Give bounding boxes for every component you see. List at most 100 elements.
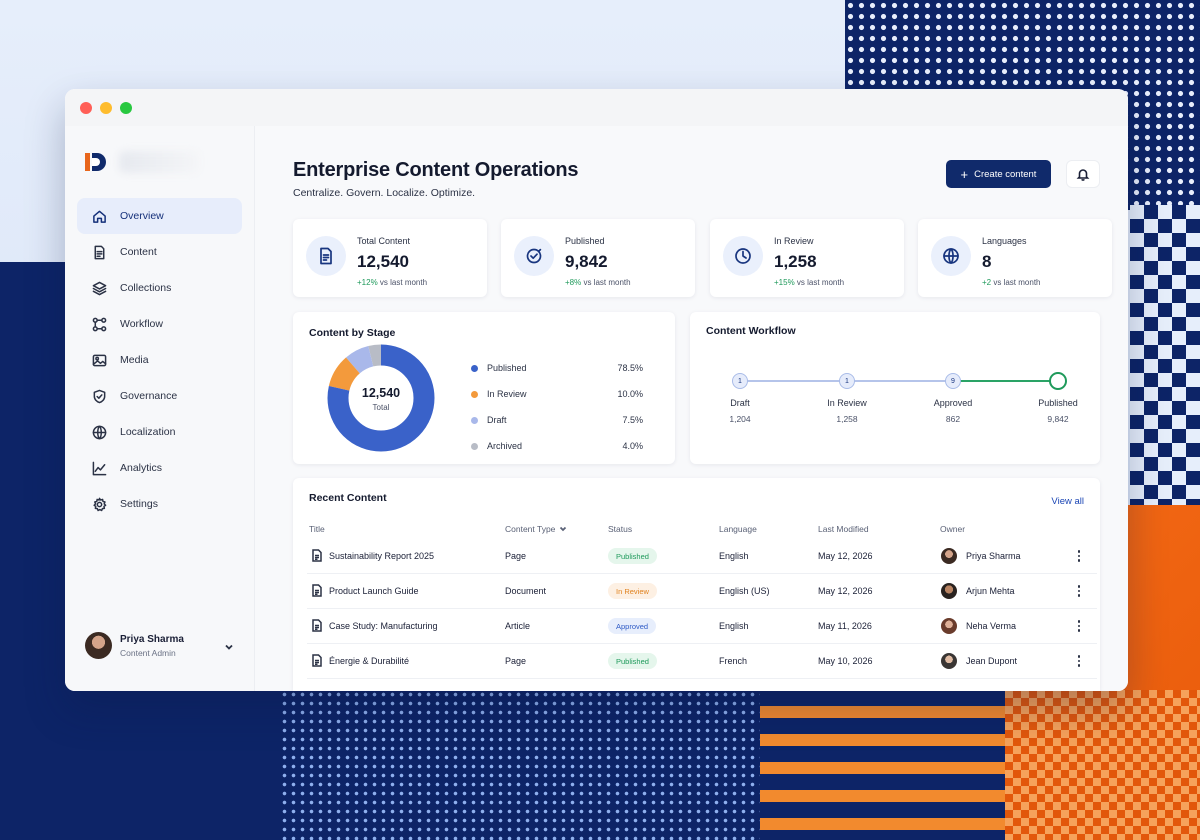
stat-delta-value: +8% <box>565 278 582 287</box>
background-dot-pattern-bottom <box>280 690 780 840</box>
workflow-step-label: Published <box>1038 398 1078 408</box>
image-icon <box>91 352 107 368</box>
recent-content-card: Recent Content View all Title Content Ty… <box>293 478 1100 691</box>
stat-card-total-content[interactable]: Total Content 12,540 +12% vs last month <box>293 219 487 297</box>
sidebar-item-label: Governance <box>120 390 178 402</box>
sidebar-item-label: Collections <box>120 282 172 294</box>
row-title[interactable]: Énergie & Durabilité <box>329 656 410 666</box>
page-title: Enterprise Content Operations <box>293 159 579 181</box>
sidebar-item-workflow[interactable]: Workflow <box>77 306 242 342</box>
background-checker-pattern <box>1130 205 1200 505</box>
workflow-step-node[interactable] <box>1049 372 1067 390</box>
view-all-link[interactable]: View all <box>1051 496 1084 507</box>
stat-card-published[interactable]: Published 9,842 +8% vs last month <box>501 219 695 297</box>
create-content-button[interactable]: + Create content <box>946 160 1051 188</box>
column-header-title[interactable]: Title <box>309 524 325 534</box>
table-row[interactable]: Énergie & Durabilité Page Published French M… <box>307 644 1097 679</box>
sidebar-item-label: Workflow <box>120 318 163 330</box>
stat-delta-value: +12% <box>357 278 378 287</box>
chevron-down-icon[interactable] <box>223 640 235 652</box>
document-icon <box>311 584 323 597</box>
sidebar-item-media[interactable]: Media <box>77 342 242 378</box>
more-options-icon[interactable] <box>1074 619 1084 633</box>
workflow-step-count: 1,204 <box>729 414 751 424</box>
avatar <box>941 583 957 599</box>
status-badge: In Review <box>608 583 657 599</box>
close-window-button[interactable] <box>80 101 92 114</box>
user-menu[interactable]: Priya Sharma Content Admin <box>65 632 255 659</box>
table-row[interactable]: Case Study: Manufacturing Article Approved… <box>307 609 1097 644</box>
table-row[interactable]: Product Launch Guide Document In Review Eng… <box>307 574 1097 609</box>
notifications-button[interactable] <box>1066 160 1100 188</box>
donut-center-value: 12,540 <box>362 386 400 400</box>
workflow-connector <box>953 380 1058 382</box>
workflow-step-label: Approved <box>933 398 973 408</box>
row-content-type: Page <box>505 656 527 666</box>
donut-center-label: Total <box>373 403 390 412</box>
sidebar-item-collections[interactable]: Collections <box>77 270 242 306</box>
table-row[interactable]: Sustainability Report 2025 Page Published E… <box>307 539 1097 574</box>
workflow-icon <box>91 316 107 332</box>
sidebar-item-label: Localization <box>120 426 176 438</box>
brand[interactable] <box>65 126 254 198</box>
column-header-content-type[interactable]: Content Type <box>505 524 567 534</box>
column-header-status[interactable]: Status <box>608 524 633 534</box>
more-options-icon[interactable] <box>1074 654 1084 668</box>
sidebar-item-settings[interactable]: Settings <box>77 486 242 522</box>
row-last-modified: May 11, 2026 <box>818 621 872 631</box>
row-content-type: Document <box>505 586 547 596</box>
content-by-stage-card: Content by Stage 12,540 Total Published 7… <box>293 312 675 464</box>
donut-slice-published[interactable] <box>327 344 435 452</box>
background-orange-checker <box>1005 690 1200 840</box>
main-content: Enterprise Content Operations Centralize… <box>255 126 1128 691</box>
more-options-icon[interactable] <box>1074 584 1084 598</box>
avatar <box>85 632 112 659</box>
legend-item: In Review 10.0% <box>471 381 643 407</box>
stat-label: Total Content <box>357 236 411 246</box>
sidebar-item-label: Settings <box>120 498 158 510</box>
sidebar-item-analytics[interactable]: Analytics <box>77 450 242 486</box>
background-stripes <box>760 690 1010 840</box>
workflow-step-node[interactable]: 1 <box>732 373 748 389</box>
stage-donut-chart: 12,540 Total <box>327 344 435 452</box>
status-badge: Approved <box>608 618 657 634</box>
sidebar-item-content[interactable]: Content <box>77 234 242 270</box>
check-badge-icon <box>514 236 554 276</box>
sidebar-item-governance[interactable]: Governance <box>77 378 242 414</box>
gear-icon <box>91 496 107 512</box>
create-content-label: Create content <box>974 168 1037 180</box>
row-title[interactable]: Sustainability Report 2025 <box>329 551 435 561</box>
avatar <box>941 653 957 669</box>
column-header-owner[interactable]: Owner <box>940 524 966 534</box>
row-title[interactable]: Product Launch Guide <box>329 586 419 596</box>
stat-value: 8 <box>982 252 992 271</box>
avatar <box>941 548 957 564</box>
sidebar-item-overview[interactable]: Overview <box>77 198 242 234</box>
legend-dot <box>471 364 478 372</box>
row-title[interactable]: Case Study: Manufacturing <box>329 621 438 631</box>
workflow-step-node[interactable]: 1 <box>839 373 855 389</box>
maximize-window-button[interactable] <box>120 101 132 114</box>
more-options-icon[interactable] <box>1074 549 1084 563</box>
brand-name-redacted <box>119 151 199 173</box>
stat-delta-value: +15% <box>774 278 795 287</box>
legend-item: Archived 4.0% <box>471 433 643 459</box>
stat-value: 1,258 <box>774 252 817 271</box>
column-header-last-modified[interactable]: Last Modified <box>818 524 869 534</box>
sidebar-item-label: Media <box>120 354 149 366</box>
stat-card-in-review[interactable]: In Review 1,258 +15% vs last month <box>710 219 904 297</box>
stat-delta-suffix: vs last month <box>583 278 631 287</box>
home-icon <box>91 208 107 224</box>
workflow-step-label: Draft <box>730 398 750 408</box>
workflow-step-count: 1,258 <box>836 414 858 424</box>
content-workflow-card: Content Workflow 1 Draft 1,204 1 In Review 1,… <box>690 312 1100 464</box>
row-language: French <box>719 656 748 666</box>
card-title: Content by Stage <box>309 327 396 339</box>
layers-icon <box>91 280 107 296</box>
row-last-modified: May 10, 2026 <box>818 656 873 666</box>
stat-card-languages[interactable]: Languages 8 +2 vs last month <box>918 219 1112 297</box>
sidebar-item-localization[interactable]: Localization <box>77 414 242 450</box>
column-header-language[interactable]: Language <box>719 524 757 534</box>
minimize-window-button[interactable] <box>100 101 112 114</box>
workflow-step-node[interactable]: 9 <box>945 373 961 389</box>
